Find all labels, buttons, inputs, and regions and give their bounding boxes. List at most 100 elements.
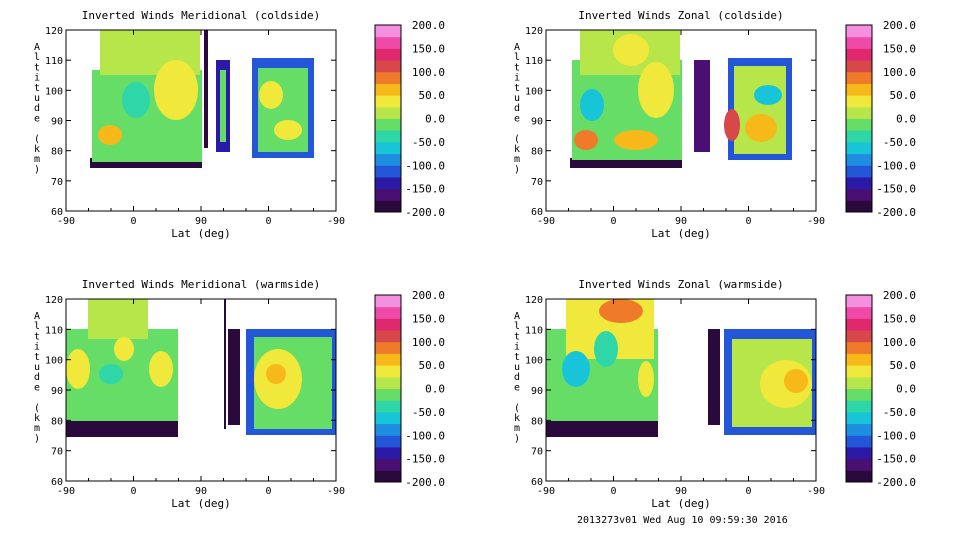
colorbar-swatch (375, 200, 401, 213)
field-region (228, 329, 240, 425)
colorbar-swatch (846, 400, 872, 413)
y-tick-label: 70 (51, 177, 63, 188)
colorbar-swatch (846, 341, 872, 354)
field-region (266, 364, 286, 384)
colorbar-swatch (846, 446, 872, 460)
y-tick-label: 70 (531, 447, 543, 458)
x-axis-label: Lat (deg) (171, 497, 231, 510)
colorbar-tick-label: 100.0 (883, 66, 916, 79)
colorbar-swatch (846, 48, 872, 61)
x-axis-label: Lat (deg) (171, 227, 231, 240)
chart-panel-3: Inverted Winds Meridional (warmside) -90 0… (34, 278, 445, 510)
y-tick-label: 90 (531, 117, 543, 128)
colorbar-frame (374, 294, 402, 483)
x-tick-label: -90 (57, 216, 75, 227)
colorbar-swatch (846, 141, 872, 155)
colorbar-swatch (375, 95, 401, 108)
field-region (599, 299, 643, 323)
colorbar-tick-label: -50.0 (883, 136, 916, 149)
field-region (66, 417, 178, 437)
x-tick-label: 0 (265, 216, 271, 227)
x-tick-label: 90 (195, 216, 207, 227)
field-region (594, 331, 618, 367)
colorbar-tick-label: 0.0 (896, 113, 916, 126)
field-region (638, 361, 654, 397)
chart-panel-4: Inverted Winds Zonal (warmside) -90 0 90 0 -9… (514, 278, 916, 510)
field-region (122, 82, 150, 118)
colorbar-swatch (846, 423, 872, 436)
colorbar-swatch (846, 95, 872, 108)
y-tick-label: 80 (51, 147, 63, 158)
field-region (694, 60, 710, 152)
y-tick-label: 90 (51, 386, 63, 397)
colorbar-tick-label: 150.0 (412, 312, 445, 325)
colorbar-swatch (846, 388, 872, 401)
x-tick-label: 0 (130, 486, 136, 497)
colorbar-swatch (846, 470, 872, 483)
color-field (546, 299, 816, 437)
chart-panel-1: Inverted Winds Meridional (coldside) -90 0… (34, 9, 445, 240)
y-tick-label: 110 (525, 56, 543, 67)
colorbar-tick-label: -150.0 (405, 183, 445, 196)
colorbar-swatch (846, 83, 872, 96)
colorbar-tick-label: 0.0 (425, 383, 445, 396)
colorbar-swatch (375, 36, 401, 49)
chart-title: Inverted Winds Zonal (coldside) (578, 9, 783, 22)
colorbar-swatch (375, 446, 401, 460)
colorbar-tick-label: -100.0 (405, 429, 445, 442)
y-tick-label: 120 (525, 26, 543, 37)
y-tick-label: 100 (525, 86, 543, 97)
colorbar-swatch (846, 435, 872, 448)
field-region (562, 351, 590, 387)
colorbar-tick-label: -100.0 (876, 429, 916, 442)
colorbar-swatch (375, 83, 401, 96)
footer-timestamp: 2013273v01 Wed Aug 10 09:59:30 2016 (577, 515, 788, 526)
colorbar-tick-label: 50.0 (890, 89, 917, 102)
colorbar-swatch (375, 330, 401, 343)
chart-title: Inverted Winds Meridional (warmside) (82, 278, 320, 291)
colorbar-tick-label: 200.0 (883, 19, 916, 32)
y-tick-label: 70 (51, 447, 63, 458)
field-region (98, 125, 122, 145)
colorbar-swatch (375, 458, 401, 471)
field-region (114, 337, 134, 361)
colorbar-swatch (375, 295, 401, 308)
colorbar-tick-label: 100.0 (412, 66, 445, 79)
colorbar-swatch (375, 188, 401, 201)
colorbar-swatch (375, 400, 401, 413)
colorbar-swatch (846, 353, 872, 366)
field-region (149, 351, 173, 387)
field-region (66, 349, 90, 389)
field-region (638, 62, 674, 118)
colorbar-tick-label: 50.0 (419, 359, 446, 372)
colorbar-tick-label: 0.0 (896, 383, 916, 396)
colorbar-swatch (375, 318, 401, 331)
colorbar-swatch (375, 153, 401, 166)
y-tick-label: 90 (51, 117, 63, 128)
colorbar-swatch (846, 376, 872, 389)
colorbar-swatch (375, 388, 401, 401)
colorbar-tick-label: -50.0 (883, 406, 916, 419)
colorbar-swatch (375, 106, 401, 119)
field-region (88, 299, 148, 339)
field-region (745, 114, 777, 142)
colorbar-swatch (375, 165, 401, 178)
x-tick-label: 0 (610, 486, 616, 497)
y-tick-label: 100 (45, 356, 63, 367)
x-tick-label: 90 (675, 486, 687, 497)
colorbar-swatch (846, 176, 872, 190)
field-region (274, 120, 302, 140)
y-tick-label: 60 (531, 477, 543, 488)
colorbar-tick-label: -200.0 (405, 206, 445, 219)
colorbar-tick-label: 100.0 (883, 336, 916, 349)
y-tick-label: 70 (531, 177, 543, 188)
colorbar-tick-label: -200.0 (405, 476, 445, 489)
color-field (90, 30, 314, 168)
colorbar-tick-label: 50.0 (890, 359, 917, 372)
x-tick-label: -90 (327, 486, 345, 497)
colorbar-swatch (846, 318, 872, 331)
colorbar-tick-label: 200.0 (883, 289, 916, 302)
colorbar-swatch (846, 188, 872, 201)
